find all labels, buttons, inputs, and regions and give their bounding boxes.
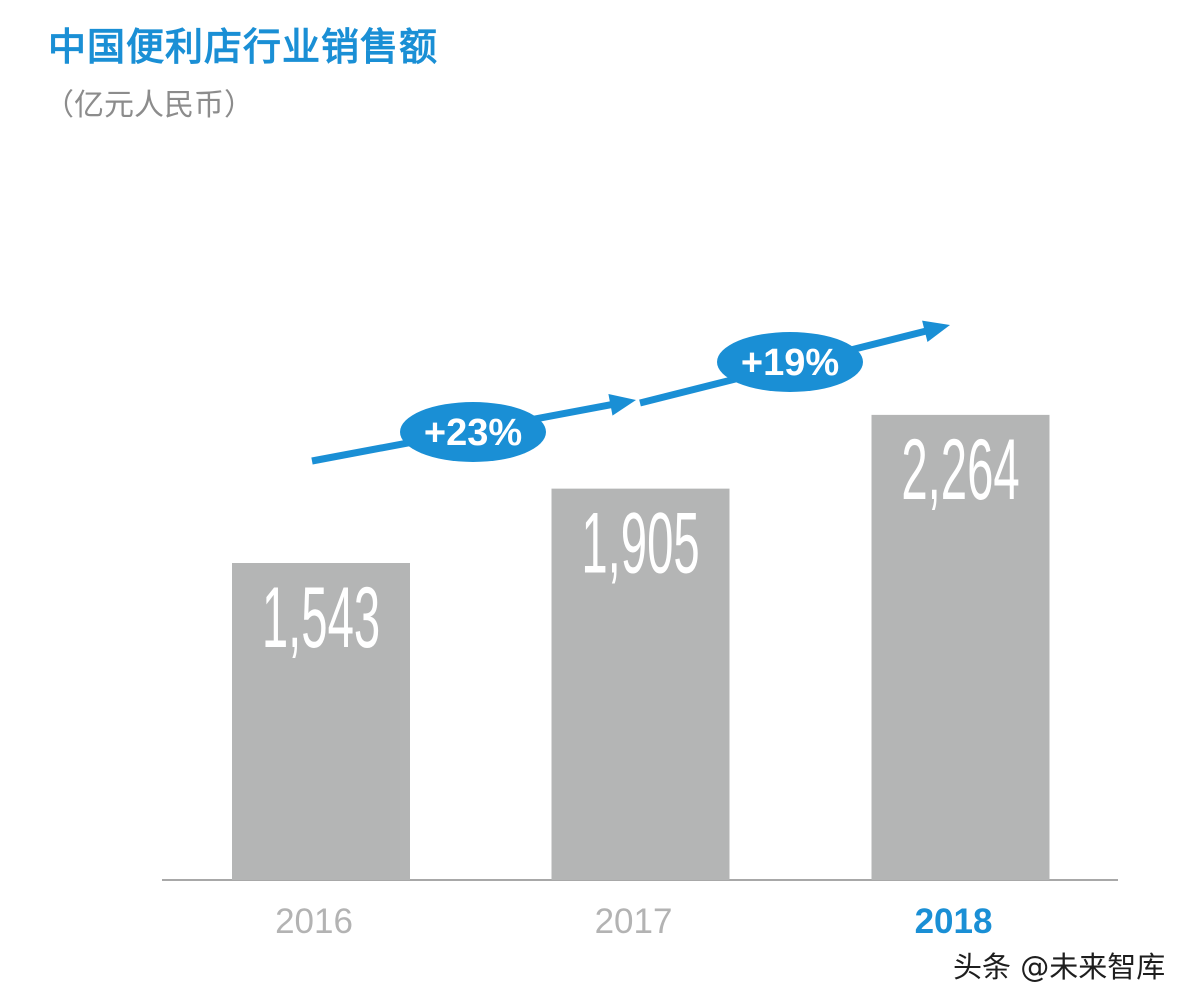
category-label-2017: 2017 [595,902,673,941]
growth-label: +19% [741,342,839,384]
value-label-2017: 1,905 [581,495,699,592]
bar-2016 [232,563,410,880]
bar-2017 [551,488,730,880]
arrowhead-icon [608,394,636,416]
arrowhead-icon [922,320,950,343]
value-label-2018: 2,264 [901,421,1019,518]
category-label-2018: 2018 [915,902,993,941]
growth-badge [717,332,863,392]
growth-arrow-2016-2017: +23% [311,394,636,465]
watermark: 头条 @未来智库 [953,950,1166,984]
chart-subtitle: （亿元人民币） [44,88,254,123]
growth-label: +23% [424,412,522,454]
growth-badge [400,402,546,462]
bar-2018 [871,414,1050,880]
chart-title: 中国便利店行业销售额 [48,25,439,69]
category-label-2016: 2016 [275,902,353,941]
growth-arrow-2017-2018: +19% [639,320,950,407]
value-label-2016: 1,543 [262,569,380,666]
